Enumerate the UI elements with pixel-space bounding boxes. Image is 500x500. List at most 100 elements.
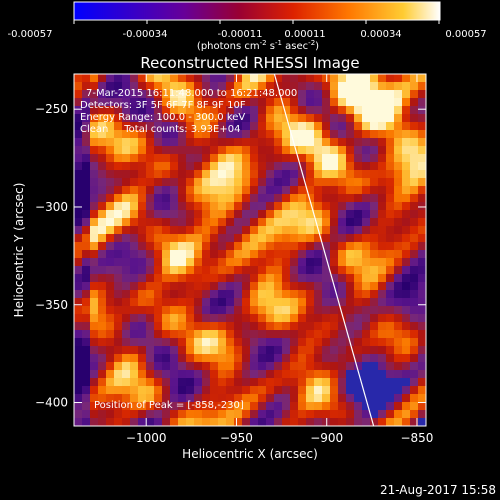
heatmap-cell	[162, 266, 171, 275]
heatmap-cell	[186, 274, 195, 283]
heatmap-cell	[378, 362, 387, 371]
heatmap-cell	[234, 314, 243, 323]
heatmap-cell	[402, 178, 411, 187]
heatmap-cell	[178, 370, 187, 379]
heatmap-cell	[194, 258, 203, 267]
heatmap-cell	[402, 418, 411, 426]
heatmap-cell	[90, 298, 99, 307]
heatmap-cell	[266, 322, 275, 331]
heatmap-cell	[130, 98, 139, 107]
heatmap-cell	[378, 306, 387, 315]
heatmap-cell	[90, 98, 99, 107]
heatmap-cell	[202, 394, 211, 403]
heatmap-cell	[106, 250, 115, 259]
heatmap-cell	[298, 314, 307, 323]
heatmap-cell	[234, 362, 243, 371]
heatmap-cell	[330, 234, 339, 243]
heatmap-cell	[218, 138, 227, 147]
heatmap-cell	[418, 98, 426, 107]
heatmap-cell	[418, 386, 426, 395]
heatmap-cell	[354, 98, 363, 107]
heatmap-cell	[146, 202, 155, 211]
heatmap-cell	[130, 378, 139, 387]
heatmap-cell	[234, 130, 243, 139]
heatmap-cell	[306, 290, 315, 299]
heatmap-cell	[362, 274, 371, 283]
heatmap-cell	[218, 74, 227, 83]
heatmap-cell	[162, 402, 171, 411]
heatmap-cell	[338, 418, 347, 426]
heatmap-cell	[258, 130, 267, 139]
heatmap-cell	[378, 98, 387, 107]
heatmap-cell	[226, 418, 235, 426]
heatmap-cell	[258, 210, 267, 219]
heatmap-cell	[266, 274, 275, 283]
heatmap-cell	[250, 194, 259, 203]
heatmap-cell	[178, 346, 187, 355]
heatmap-cell	[178, 274, 187, 283]
heatmap-cell	[282, 354, 291, 363]
heatmap-cell	[186, 178, 195, 187]
heatmap-cell	[74, 130, 83, 139]
heatmap-cell	[210, 290, 219, 299]
heatmap-cell	[202, 402, 211, 411]
heatmap-cell	[122, 242, 131, 251]
heatmap-cell	[362, 122, 371, 131]
heatmap-cell	[402, 146, 411, 155]
heatmap-cell	[298, 154, 307, 163]
heatmap-cell	[242, 282, 251, 291]
heatmap-cell	[418, 234, 426, 243]
heatmap-cell	[194, 122, 203, 131]
heatmap-cell	[90, 394, 99, 403]
heatmap-cell	[138, 274, 147, 283]
heatmap-cell	[258, 234, 267, 243]
heatmap-cell	[162, 242, 171, 251]
heatmap-cell	[306, 106, 315, 115]
heatmap-cell	[258, 90, 267, 99]
heatmap-cell	[186, 298, 195, 307]
heatmap-cell	[386, 218, 395, 227]
heatmap-cell	[122, 186, 131, 195]
heatmap-cell	[146, 306, 155, 315]
heatmap-cell	[314, 82, 323, 91]
heatmap-cell	[146, 330, 155, 339]
heatmap-cell	[194, 194, 203, 203]
heatmap-cell	[162, 202, 171, 211]
heatmap-cell	[194, 282, 203, 291]
heatmap-cell	[314, 202, 323, 211]
heatmap-cell	[82, 234, 91, 243]
heatmap-cell	[258, 114, 267, 123]
heatmap-cell	[362, 378, 371, 387]
heatmap-cell	[82, 410, 91, 419]
heatmap-cell	[410, 298, 419, 307]
heatmap-cell	[346, 154, 355, 163]
heatmap-cell	[242, 234, 251, 243]
heatmap-cell	[394, 330, 403, 339]
heatmap-cell	[410, 162, 419, 171]
heatmap-cell	[242, 226, 251, 235]
y-tick-label: −250	[35, 102, 68, 116]
heatmap-cell	[282, 146, 291, 155]
heatmap-cell	[138, 250, 147, 259]
heatmap-cell	[242, 314, 251, 323]
heatmap-cell	[354, 170, 363, 179]
heatmap-cell	[146, 418, 155, 426]
heatmap-cell	[274, 138, 283, 147]
heatmap-cell	[170, 418, 179, 426]
heatmap-cell	[306, 338, 315, 347]
heatmap-cell	[210, 138, 219, 147]
heatmap-cell	[202, 226, 211, 235]
heatmap-cell	[154, 394, 163, 403]
heatmap-cell	[162, 154, 171, 163]
heatmap-cell	[210, 74, 219, 83]
heatmap-cell	[194, 250, 203, 259]
heatmap-cell	[282, 242, 291, 251]
heatmap-cell	[106, 362, 115, 371]
heatmap-cell	[338, 266, 347, 275]
heatmap-cell	[378, 386, 387, 395]
heatmap-cell	[266, 266, 275, 275]
heatmap-cell	[282, 282, 291, 291]
heatmap-cell	[114, 202, 123, 211]
heatmap-cell	[178, 290, 187, 299]
heatmap-cell	[282, 394, 291, 403]
